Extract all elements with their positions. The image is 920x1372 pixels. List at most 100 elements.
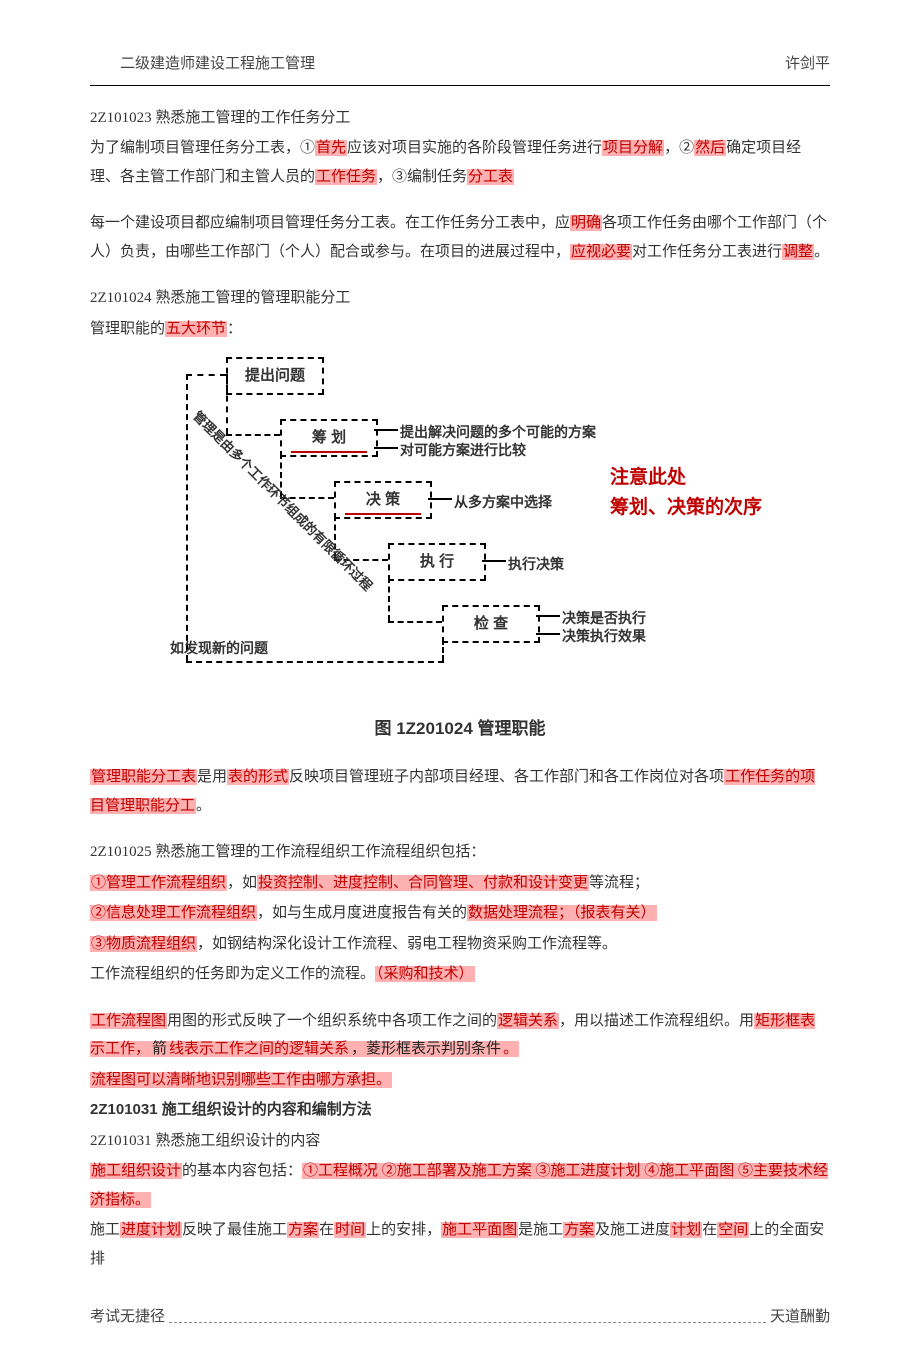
flow-box-2: 筹 划 [280,419,378,457]
t: ，如 [227,875,257,891]
hl: 流程图可以清晰地识别哪些工作由哪方承担。 [90,1072,392,1088]
hl: 调整 [782,244,814,260]
note-line: 注意此处 [610,463,762,493]
hl: 应视必要 [570,244,632,260]
t: 为了编制项目管理任务分工表，① [90,140,315,156]
flow-box-3: 决 策 [334,481,432,519]
hl: ②信息处理工作流程组织 [90,905,257,921]
t: 用图的形式反映了一个组织系统中各项工作之间的 [167,1013,497,1029]
t: 工作流程组织的任务即为定义工作的流程。 [90,966,375,982]
management-function-diagram: 提出问题 筹 划 提出解决问题的多个可能的方案 对可能方案进行比较 决 策 从多… [140,351,780,691]
list-item: ③物质流程组织，如钢结构深化设计工作流程、弱电工程物资采购工作流程等。 [90,930,830,959]
section-code: 2Z101023 熟悉施工管理的工作任务分工 [90,104,830,133]
hl: 明确 [570,215,602,231]
hl: 工作任务 [315,169,377,185]
box-label: 提出问题 [241,367,309,384]
hl: 空间 [717,1222,749,1238]
hl: 时间 [334,1222,366,1238]
section-code: 2Z101025 熟悉施工管理的工作流程组织工作流程组织包括： [90,838,830,867]
hl: 线表示工作之间的逻辑关系 [168,1041,350,1057]
section-code: 2Z101024 熟悉施工管理的管理职能分工 [90,284,830,313]
header-author: 许剑平 [785,50,830,79]
hl: 首先 [315,140,347,156]
hl: 箭 [151,1041,168,1057]
flow-box-5: 检 查 [442,605,540,643]
t: 等流程； [589,875,649,891]
section-heading: 2Z101031 施工组织设计的内容和编制方法 [90,1096,830,1125]
t: 在 [702,1222,717,1238]
hl: 进度计划 [120,1222,182,1238]
hl: 方案 [563,1222,595,1238]
connector [186,374,226,376]
t: 在 [319,1222,334,1238]
t: 是施工 [518,1222,563,1238]
flow-annotation: 从多方案中选择 [454,489,552,516]
t: ： [227,321,242,337]
hl: ①管理工作流程组织 [90,875,227,891]
section-2z101024: 2Z101024 熟悉施工管理的管理职能分工 管理职能的五大环节： [90,284,830,343]
hl: 管理职能分工表 [90,769,197,785]
page-footer: 考试无捷径 天道酬勤 [90,1303,830,1332]
note-line: 筹划、决策的次序 [610,493,762,523]
section-2z101023: 2Z101023 熟悉施工管理的工作任务分工 为了编制项目管理任务分工表，①首先… [90,104,830,192]
flow-box-4: 执 行 [388,543,486,581]
figure-caption: 图 1Z201024 管理职能 [90,713,830,745]
paragraph: 每一个建设项目都应编制项目管理任务分工表。在工作任务分工表中，应明确各项工作任务… [90,209,830,266]
body-text: 管理职能分工表是用表的形式反映项目管理班子内部项目经理、各工作部门和各工作岗位对… [90,763,830,820]
box-label: 执 行 [416,553,458,570]
connector [374,429,398,431]
section-code: 2Z101031 熟悉施工组织设计的内容 [90,1127,830,1156]
body-text: 工作流程图用图的形式反映了一个组织系统中各项工作之间的逻辑关系，用以描述工作流程… [90,1007,830,1064]
body-text: 每一个建设项目都应编制项目管理任务分工表。在工作任务分工表中，应明确各项工作任务… [90,209,830,266]
t: 每一个建设项目都应编制项目管理任务分工表。在工作任务分工表中，应 [90,215,570,231]
hl: 工作流程图 [90,1013,167,1029]
footer-divider [169,1312,766,1324]
red-underline [291,451,366,453]
flow-annotation: 如发现新的问题 [170,635,268,662]
hl: ，菱形框表示判别条件 [350,1041,502,1057]
document-page: 二级建造师建设工程施工管理 许剑平 2Z101023 熟悉施工管理的工作任务分工… [0,0,920,1372]
t: 施工 [90,1222,120,1238]
t: 上的安排， [366,1222,441,1238]
hl: 项目分解 [602,140,664,156]
hl: 表的形式 [227,769,289,785]
t: 反映了最佳施工 [182,1222,287,1238]
t: 的基本内容包括： [182,1163,302,1179]
body-text: 管理职能的五大环节： [90,315,830,344]
hl: 然后 [694,140,726,156]
flow-annotation: 对可能方案进行比较 [400,437,526,464]
t: ，② [664,140,694,156]
t: 管理职能的 [90,321,165,337]
connector [388,621,442,623]
footer-right: 天道酬勤 [770,1303,830,1332]
page-header: 二级建造师建设工程施工管理 许剑平 [90,50,830,86]
hl: 分工表 [467,169,514,185]
t: 。 [814,244,829,260]
connector [226,434,280,436]
t: ，如钢结构深化设计工作流程、弱电工程物资采购工作流程等。 [197,936,617,952]
body-text: 施工进度计划反映了最佳施工方案在时间上的安排，施工平面图是施工方案及施工进度计划… [90,1216,830,1273]
body-text: 流程图可以清晰地识别哪些工作由哪方承担。 [90,1066,830,1095]
header-title: 二级建造师建设工程施工管理 [90,50,315,79]
hl: 方案 [287,1222,319,1238]
t: 是用 [197,769,227,785]
body-text: 施工组织设计的基本内容包括：①工程概况 ②施工部署及施工方案 ③施工进度计划 ④… [90,1157,830,1214]
red-underline [345,513,420,515]
box-label: 检 查 [470,615,512,632]
connector [186,374,188,661]
connector [428,498,452,500]
hl: 五大环节 [165,321,227,337]
footer-left: 考试无捷径 [90,1303,165,1332]
flow-box-1: 提出问题 [226,357,324,395]
diagram-note: 注意此处 筹划、决策的次序 [610,463,762,524]
t: ，如与生成月度进度报告有关的 [257,905,467,921]
hl: 。 [502,1041,519,1057]
flow-annotation: 决策执行效果 [562,623,646,650]
flow-annotation: 执行决策 [508,551,564,578]
connector [226,374,228,434]
hl: 数据处理流程；（报表有关） [467,905,657,921]
hl: ③物质流程组织 [90,936,197,952]
connector [442,639,444,661]
hl: （采购和技术） [375,966,475,982]
t: 。 [196,798,211,814]
